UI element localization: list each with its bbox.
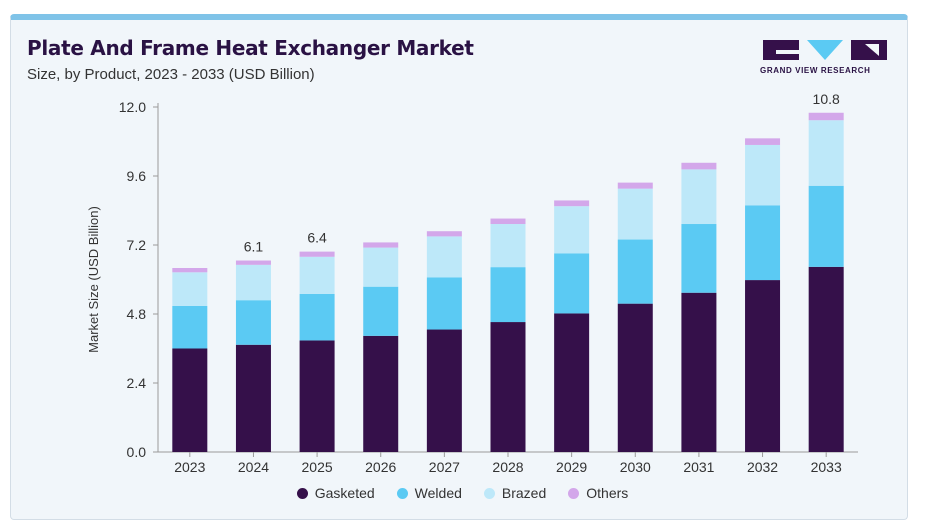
x-tick-label: 2027 bbox=[429, 459, 460, 475]
bar-gasketed-2031 bbox=[681, 292, 717, 452]
bar-brazed-2026 bbox=[363, 247, 399, 287]
bar-welded-2031 bbox=[681, 224, 717, 293]
y-tick-label: 0.0 bbox=[127, 444, 147, 460]
bar-gasketed-2032 bbox=[745, 280, 781, 452]
bar-welded-2030 bbox=[617, 239, 653, 304]
x-tick-label: 2029 bbox=[556, 459, 587, 475]
brand-logo-text: GRAND VIEW RESEARCH bbox=[760, 66, 871, 75]
bar-gasketed-2033 bbox=[808, 266, 844, 452]
bar-welded-2027 bbox=[426, 277, 462, 330]
bar-welded-2025 bbox=[299, 293, 335, 341]
bar-welded-2032 bbox=[745, 205, 781, 281]
bar-others-2029 bbox=[554, 200, 590, 207]
x-tick-label: 2026 bbox=[365, 459, 396, 475]
bar-welded-2029 bbox=[554, 253, 590, 314]
legend-swatch bbox=[296, 487, 308, 499]
bar-others-2027 bbox=[426, 231, 462, 237]
bar-welded-2023 bbox=[172, 305, 208, 349]
y-tick-label: 12.0 bbox=[119, 99, 146, 115]
data-label: 6.1 bbox=[244, 239, 264, 255]
bar-brazed-2030 bbox=[617, 188, 653, 240]
bar-brazed-2027 bbox=[426, 236, 462, 278]
bar-gasketed-2024 bbox=[235, 344, 271, 452]
bar-gasketed-2030 bbox=[617, 303, 653, 452]
bar-gasketed-2028 bbox=[490, 322, 526, 452]
bar-brazed-2028 bbox=[490, 224, 526, 268]
bar-welded-2033 bbox=[808, 185, 844, 267]
legend-item-others: Others bbox=[568, 485, 628, 501]
bar-others-2023 bbox=[172, 268, 208, 273]
bar-others-2030 bbox=[617, 182, 653, 189]
legend-label: Welded bbox=[414, 485, 462, 501]
bar-brazed-2025 bbox=[299, 256, 335, 294]
chart-subtitle: Size, by Product, 2023 - 2033 (USD Billi… bbox=[27, 66, 315, 83]
bar-gasketed-2027 bbox=[426, 329, 462, 452]
bar-brazed-2023 bbox=[172, 272, 208, 306]
y-tick-label: 2.4 bbox=[127, 375, 147, 391]
bar-others-2024 bbox=[235, 260, 271, 265]
legend-swatch bbox=[483, 487, 495, 499]
legend-label: Brazed bbox=[501, 485, 547, 501]
bar-gasketed-2025 bbox=[299, 340, 335, 452]
x-tick-label: 2024 bbox=[238, 459, 269, 475]
legend-item-gasketed: Gasketed bbox=[296, 485, 375, 501]
bar-others-2028 bbox=[490, 218, 526, 225]
data-label: 10.8 bbox=[813, 91, 840, 107]
bar-gasketed-2029 bbox=[554, 313, 590, 452]
bar-welded-2026 bbox=[363, 286, 399, 336]
legend-label: Others bbox=[586, 485, 629, 501]
legend-item-brazed: Brazed bbox=[483, 485, 547, 501]
y-tick-label: 4.8 bbox=[127, 306, 147, 322]
x-tick-label: 2025 bbox=[302, 459, 333, 475]
legend-item-welded: Welded bbox=[396, 485, 462, 501]
bar-brazed-2032 bbox=[745, 144, 781, 206]
chart-legend: Gasketed Welded Brazed Others bbox=[0, 485, 925, 501]
bar-brazed-2024 bbox=[235, 264, 271, 301]
bar-brazed-2031 bbox=[681, 169, 717, 225]
bar-welded-2024 bbox=[235, 300, 271, 345]
bar-others-2033 bbox=[808, 112, 844, 121]
data-label: 6.4 bbox=[307, 230, 327, 246]
bar-others-2025 bbox=[299, 251, 335, 257]
brand-logo-icon bbox=[763, 40, 887, 60]
x-tick-label: 2030 bbox=[620, 459, 651, 475]
bar-welded-2028 bbox=[490, 267, 526, 323]
x-tick-label: 2031 bbox=[683, 459, 714, 475]
bar-brazed-2033 bbox=[808, 120, 844, 186]
x-tick-label: 2032 bbox=[747, 459, 778, 475]
y-axis-label: Market Size (USD Billion) bbox=[86, 206, 101, 353]
chart-title: Plate And Frame Heat Exchanger Market bbox=[27, 36, 474, 60]
bar-gasketed-2026 bbox=[363, 335, 399, 452]
x-tick-label: 2033 bbox=[811, 459, 842, 475]
bar-others-2026 bbox=[363, 242, 399, 248]
legend-swatch bbox=[396, 487, 408, 499]
bar-gasketed-2023 bbox=[172, 348, 208, 452]
bar-others-2032 bbox=[745, 138, 781, 145]
legend-swatch bbox=[568, 487, 580, 499]
x-tick-label: 2023 bbox=[174, 459, 205, 475]
legend-label: Gasketed bbox=[314, 485, 375, 501]
bar-others-2031 bbox=[681, 162, 717, 170]
y-tick-label: 7.2 bbox=[127, 237, 147, 253]
x-tick-label: 2028 bbox=[492, 459, 523, 475]
bar-brazed-2029 bbox=[554, 206, 590, 254]
y-tick-label: 9.6 bbox=[127, 168, 147, 184]
